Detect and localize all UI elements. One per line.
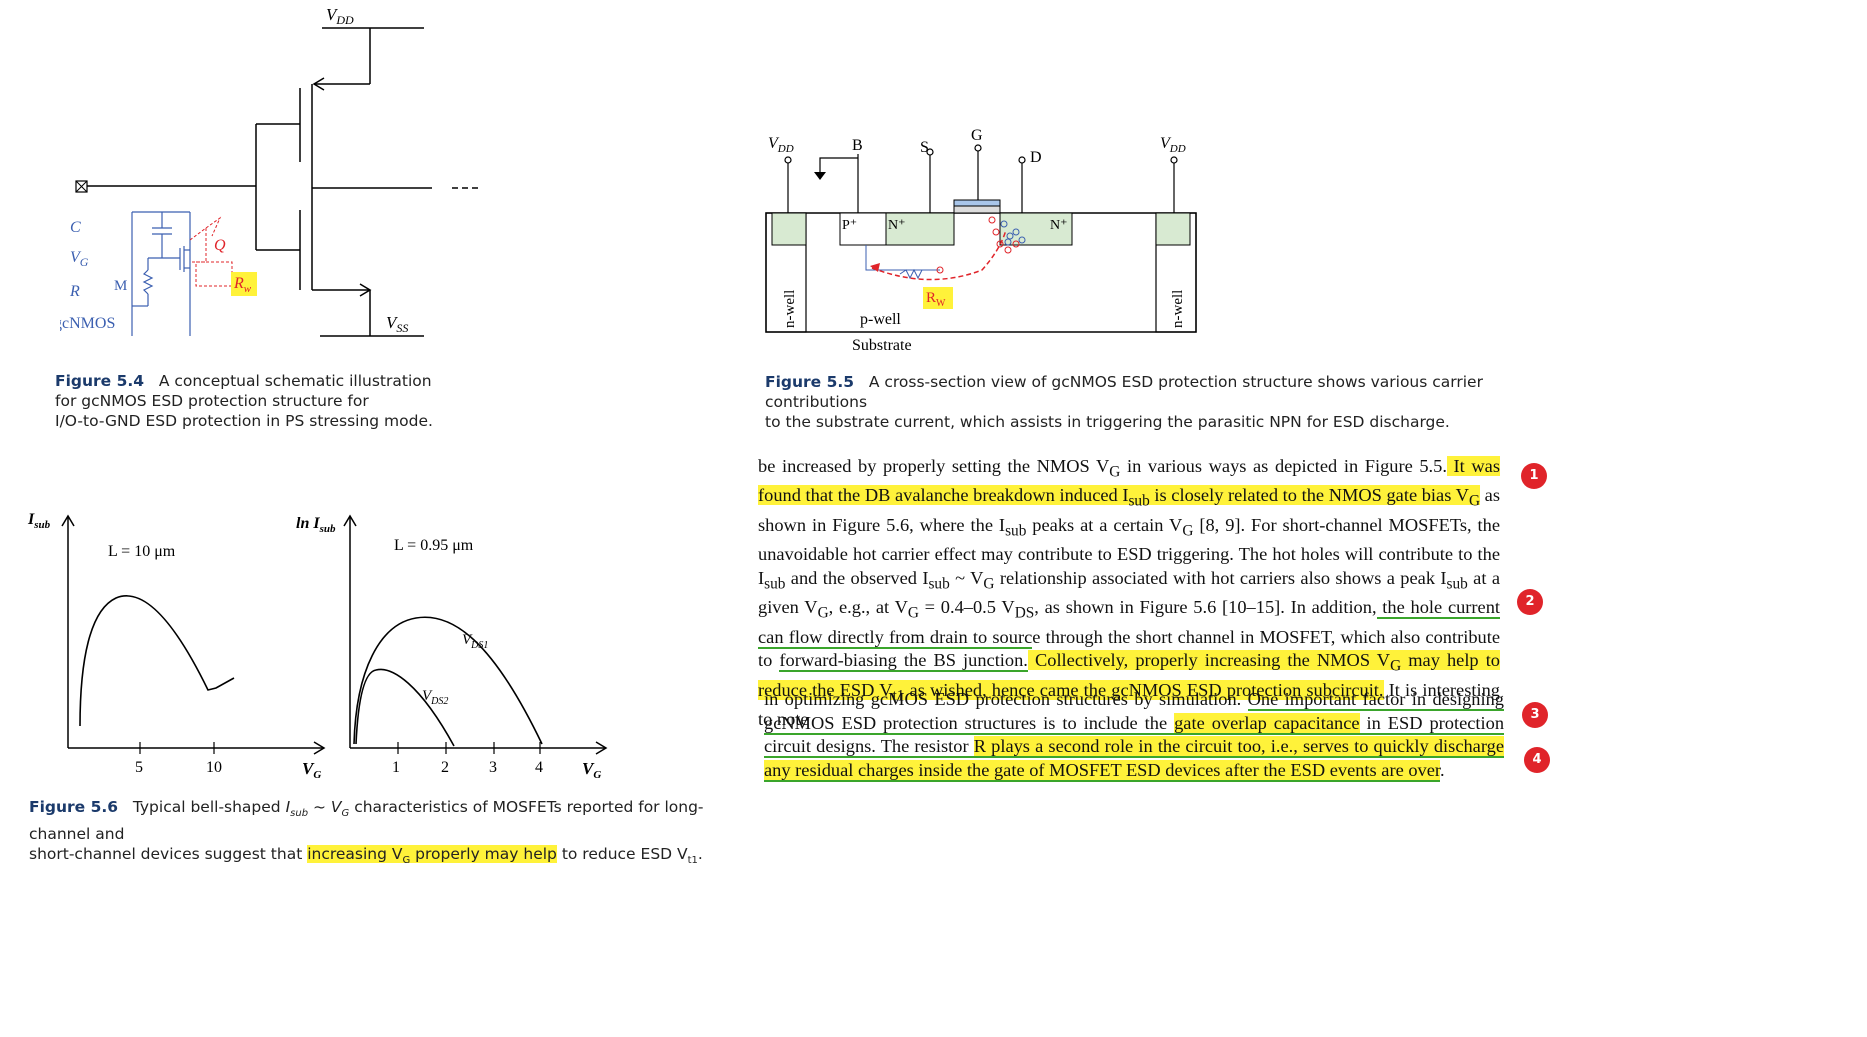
c-label: C	[70, 219, 81, 236]
vg-label: VG	[70, 249, 89, 269]
d-label: D	[1030, 149, 1042, 166]
vss-label: VSS	[386, 313, 408, 335]
vdd-label: VDD	[326, 5, 354, 27]
body-paragraph-2: in optimizing gcMOS ESD protection struc…	[764, 689, 1505, 783]
substrate-label: Substrate	[852, 337, 912, 354]
right-tick-1: 1	[392, 759, 400, 776]
pwell-label: p-well	[860, 311, 901, 328]
figure-5-4-schematic: VDD VSS C VG R M	[60, 5, 480, 337]
right-ylabel: ln Isub	[296, 515, 336, 535]
right-tick-2: 2	[441, 759, 449, 776]
gcnmos-label: gcNMOS	[60, 315, 115, 332]
nplus-source-label: N⁺	[888, 218, 906, 233]
left-annotation: L = 10 μm	[108, 543, 176, 560]
series-vds2-curve	[355, 668, 455, 747]
nwell-right-label: n-well	[1170, 290, 1186, 328]
left-ylabel: Isub	[27, 511, 51, 531]
left-tick-5: 5	[135, 759, 143, 776]
nplus-drain-label: N⁺	[1050, 218, 1068, 233]
annotation-badge-2[interactable]: 2	[1517, 589, 1543, 615]
right-annotation: L = 0.95 μm	[394, 537, 474, 554]
series-vds1-curve	[353, 616, 543, 745]
figure-5-6-plots: Isub L = 10 μm 5 10 VG ln Isub L = 0.95 …	[27, 511, 608, 781]
right-tick-3: 3	[489, 759, 497, 776]
rw-label: Rw	[233, 275, 252, 295]
pplus-label: P⁺	[842, 218, 857, 233]
annotation-badge-1[interactable]: 1	[1521, 463, 1547, 489]
right-xlabel: VG	[582, 759, 601, 781]
b-label: B	[852, 137, 863, 154]
nwell-left-label: n-well	[782, 290, 798, 328]
figure-5-5-cross-section: VDD B S G D VDD P⁺ N⁺ N⁺ n-well n-well p…	[765, 127, 1197, 354]
annotation-badge-4[interactable]: 4	[1524, 747, 1550, 773]
right-tick-4: 4	[535, 759, 543, 776]
figure-5-5-caption: Figure 5.5 A cross-section view of gcNMO…	[765, 373, 1483, 431]
body-paragraph-1: be increased by properly setting the NMO…	[758, 456, 1501, 730]
annotation-badge-3[interactable]: 3	[1522, 702, 1548, 728]
left-tick-10: 10	[206, 759, 222, 776]
g-label: G	[971, 127, 983, 144]
figure-5-4-caption: Figure 5.4 A conceptual schematic illust…	[55, 372, 433, 430]
left-bell-curve	[79, 595, 235, 727]
r-label: R	[69, 283, 80, 300]
left-xlabel: VG	[302, 759, 321, 781]
series-vds2-label: VDS2	[422, 688, 448, 707]
rw-label: RW	[926, 290, 946, 309]
q-label: Q	[214, 237, 226, 254]
figure-5-6-caption: Figure 5.6 Typical bell-shaped Isub ~ VG…	[29, 798, 704, 867]
vdd-right-label: VDD	[1160, 135, 1186, 155]
vdd-left-label: VDD	[768, 135, 794, 155]
s-label: S	[920, 139, 929, 156]
series-vds1-label: VDS1	[462, 632, 488, 651]
m-label: M	[114, 278, 127, 294]
